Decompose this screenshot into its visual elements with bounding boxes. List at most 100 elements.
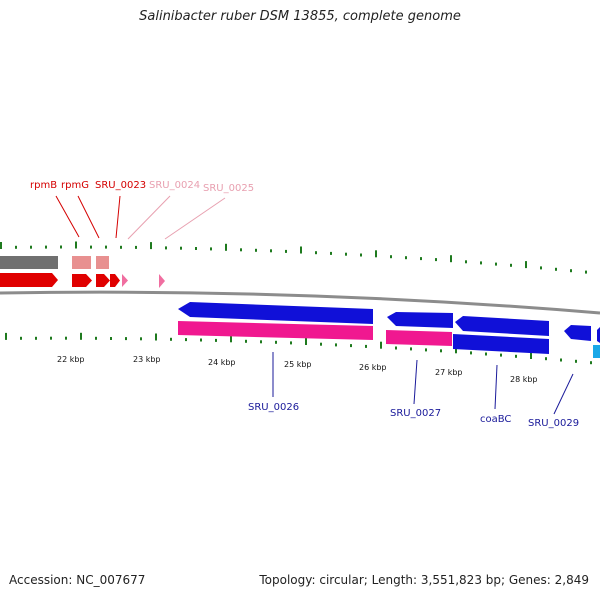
gene-label-rpmG[interactable]: rpmG xyxy=(61,180,89,191)
reverse-gene[interactable] xyxy=(178,302,373,324)
major-tick xyxy=(5,332,7,340)
minor-tick xyxy=(165,246,167,250)
minor-tick xyxy=(95,336,97,340)
minor-tick xyxy=(330,251,332,255)
gene-label-coaBC[interactable]: coaBC xyxy=(480,414,511,425)
major-tick xyxy=(300,246,302,254)
reverse-gene[interactable] xyxy=(593,345,600,358)
major-tick xyxy=(230,335,232,343)
callout-line xyxy=(413,359,418,405)
minor-tick xyxy=(500,353,502,357)
minor-tick xyxy=(350,344,352,348)
scale-label: 25 kbp xyxy=(284,360,312,369)
gene-label-SRU_0025[interactable]: SRU_0025 xyxy=(203,183,254,194)
minor-tick xyxy=(590,361,592,365)
minor-tick xyxy=(365,344,367,348)
gray-gene-block xyxy=(72,256,91,269)
minor-tick xyxy=(395,346,397,350)
minor-tick xyxy=(110,337,112,340)
reverse-rna[interactable] xyxy=(386,330,452,346)
minor-tick xyxy=(320,342,322,346)
reverse-gene[interactable] xyxy=(564,325,591,341)
gene-label-rpmB[interactable]: rpmB xyxy=(30,180,57,191)
gene-label-SRU_0029[interactable]: SRU_0029 xyxy=(528,418,579,429)
minor-tick xyxy=(425,348,427,352)
scale-label: 22 kbp xyxy=(57,355,85,364)
gene-label-SRU_0024[interactable]: SRU_0024 xyxy=(149,180,200,191)
minor-tick xyxy=(480,261,482,265)
minor-tick xyxy=(45,245,47,249)
minor-tick xyxy=(540,266,542,270)
reverse-gene[interactable] xyxy=(455,316,549,336)
minor-tick xyxy=(215,338,217,342)
minor-tick xyxy=(345,252,347,256)
major-tick xyxy=(450,255,452,263)
minor-tick xyxy=(485,352,487,356)
minor-tick xyxy=(15,245,17,249)
minor-tick xyxy=(120,245,122,249)
forward-callouts: rpmB rpmG SRU_0023 SRU_0024 SRU_0025 xyxy=(30,180,254,240)
minor-tick xyxy=(585,270,587,274)
minor-tick xyxy=(200,338,202,342)
minor-tick xyxy=(465,260,467,264)
callout-line xyxy=(77,195,100,239)
minor-tick xyxy=(90,245,92,249)
minor-tick xyxy=(125,337,127,341)
minor-tick xyxy=(575,359,577,363)
forward-gene[interactable] xyxy=(72,274,92,287)
reverse-gene[interactable] xyxy=(453,334,549,354)
forward-gene[interactable] xyxy=(110,274,120,287)
major-tick xyxy=(530,352,532,359)
major-tick xyxy=(525,261,527,269)
gene-label-SRU_0027[interactable]: SRU_0027 xyxy=(390,408,441,419)
minor-tick xyxy=(255,248,257,252)
minor-tick xyxy=(20,336,22,340)
minor-tick xyxy=(275,340,277,344)
minor-tick xyxy=(420,257,422,261)
forward-features xyxy=(0,273,165,288)
minor-tick xyxy=(410,347,412,351)
gray-gene-block xyxy=(0,256,58,269)
map-title: Salinibacter ruber DSM 13855, complete g… xyxy=(139,9,461,24)
gene-label-SRU_0023[interactable]: SRU_0023 xyxy=(95,180,146,191)
minor-tick xyxy=(560,358,562,362)
forward-gene[interactable] xyxy=(0,273,58,287)
minor-tick xyxy=(50,336,52,340)
minor-tick xyxy=(245,339,247,343)
minor-tick xyxy=(60,245,62,249)
minor-tick xyxy=(335,343,337,347)
forward-rna[interactable] xyxy=(122,274,128,287)
reverse-gene[interactable] xyxy=(387,312,453,328)
gene-label-SRU_0026[interactable]: SRU_0026 xyxy=(248,402,299,413)
minor-tick xyxy=(360,253,362,257)
minor-tick xyxy=(260,340,262,344)
minor-tick xyxy=(290,341,292,345)
scale-label: 24 kbp xyxy=(208,358,236,367)
callout-line xyxy=(164,197,226,240)
reverse-rna[interactable] xyxy=(178,321,373,340)
minor-tick xyxy=(185,338,187,342)
major-tick xyxy=(455,346,457,354)
forward-rna[interactable] xyxy=(159,274,165,288)
minor-tick xyxy=(495,262,497,266)
minor-tick xyxy=(35,336,37,340)
genome-stats-text: Topology: circular; Length: 3,551,823 bp… xyxy=(259,573,589,587)
minor-tick xyxy=(510,263,512,267)
minor-tick xyxy=(105,245,107,249)
minor-tick xyxy=(470,351,472,355)
scale-label: 23 kbp xyxy=(133,355,161,364)
gray-gene-block xyxy=(96,256,109,269)
minor-tick xyxy=(65,336,67,340)
minor-tick xyxy=(195,247,197,250)
minor-tick xyxy=(515,354,517,358)
forward-gene[interactable] xyxy=(96,274,110,287)
scale-label: 28 kbp xyxy=(510,375,538,384)
genome-backbone xyxy=(0,290,600,315)
minor-tick xyxy=(240,248,242,252)
callout-line xyxy=(553,373,574,415)
callout-line xyxy=(115,195,121,239)
scale-label: 27 kbp xyxy=(435,368,463,377)
minor-tick xyxy=(285,249,287,253)
reverse-gene[interactable] xyxy=(597,327,600,343)
